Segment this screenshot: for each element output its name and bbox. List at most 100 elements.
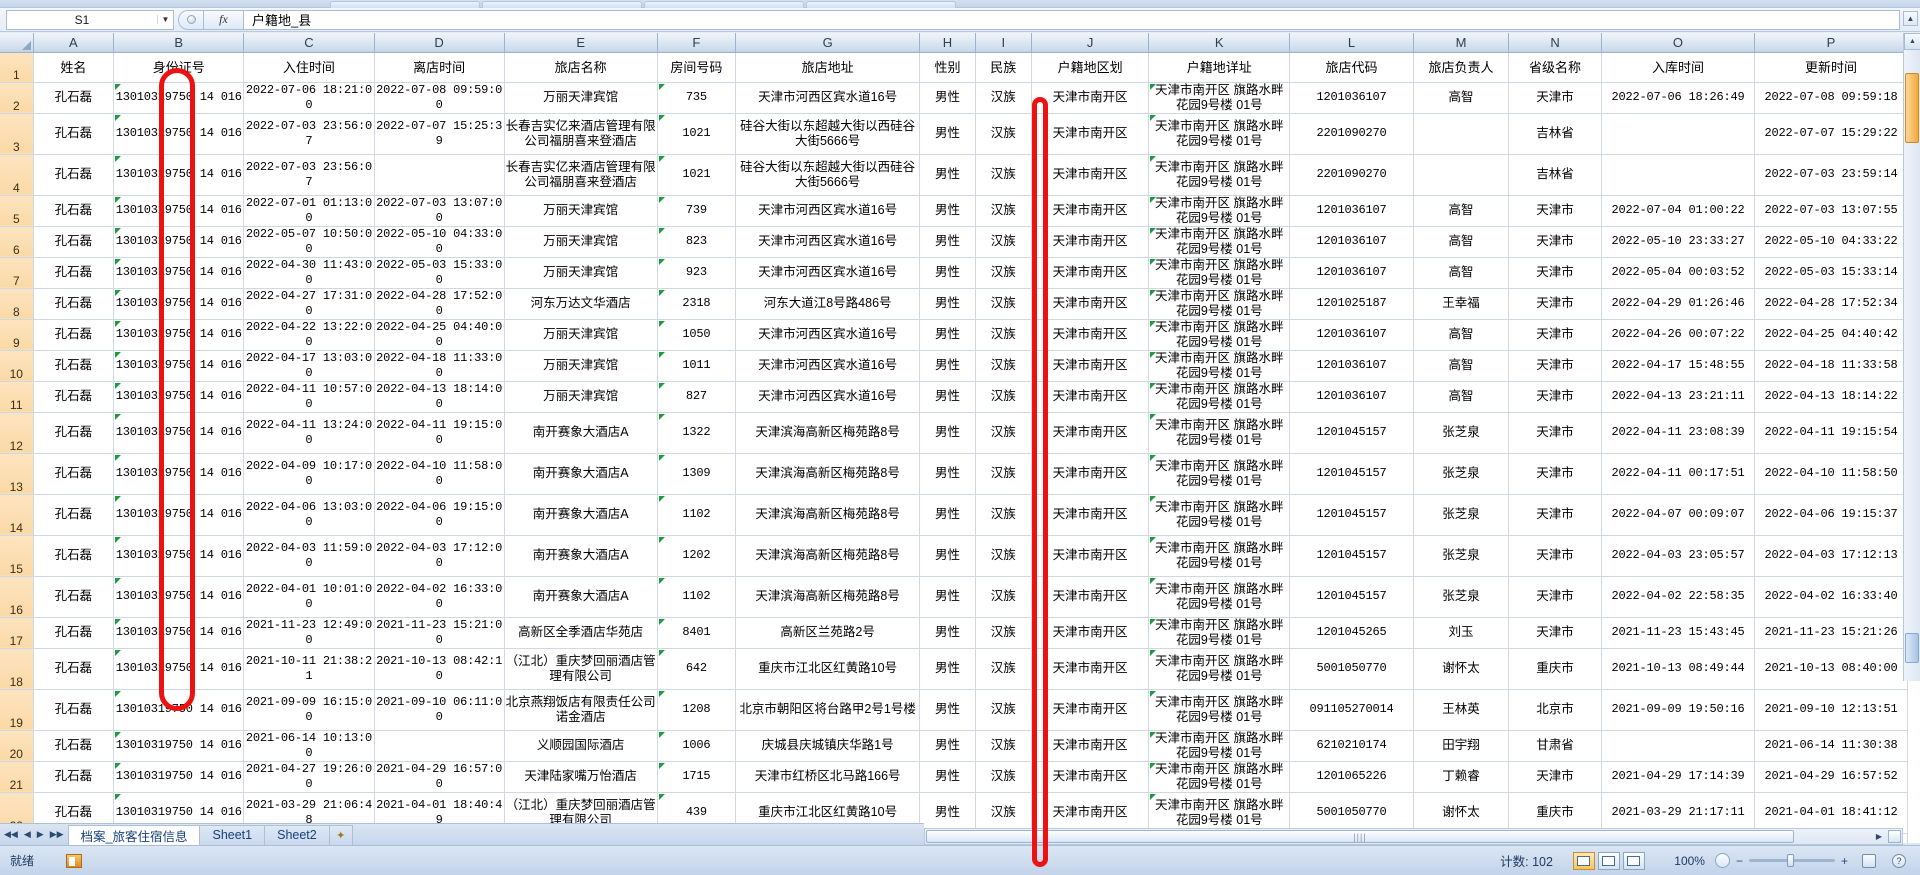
cell-roomno[interactable]: 1102	[657, 576, 737, 618]
cell-roomno[interactable]: 642	[657, 648, 737, 690]
cell-checkout[interactable]: 2022-04-28 17:52:00	[374, 288, 505, 320]
cell-updatetime[interactable]: 2022-04-10 11:58:50	[1754, 453, 1909, 495]
cell-hotelcode[interactable]: 6210210174	[1289, 730, 1414, 762]
cell-domicile-region[interactable]: 天津市南开区	[1031, 792, 1150, 834]
cell-gender[interactable]: 男性	[919, 730, 976, 762]
cell-manager[interactable]: 高智	[1413, 195, 1510, 227]
cell-province[interactable]: 天津市	[1508, 82, 1603, 114]
cell-hotelcode[interactable]: 1201045157	[1289, 494, 1414, 536]
cell-ethnic[interactable]: 汉族	[975, 576, 1032, 618]
cell-hotelname[interactable]: 河东万达文华酒店	[504, 288, 658, 320]
cell-gender[interactable]: 男性	[919, 453, 976, 495]
cell-hotelcode[interactable]: 2201090270	[1289, 113, 1414, 155]
sheet-tab-archive[interactable]: 档案_旅客住宿信息	[67, 824, 201, 845]
cell-name[interactable]: 孔石磊	[33, 226, 115, 258]
cell-gender[interactable]: 男性	[919, 154, 976, 196]
row-header-2[interactable]: 2	[0, 82, 34, 114]
cell-hotelname[interactable]: 南开赛象大酒店A	[504, 576, 658, 618]
row-header-13[interactable]: 13	[0, 453, 34, 495]
cell-name[interactable]: 孔石磊	[33, 761, 115, 793]
cell-updatetime[interactable]: 2022-07-03 23:59:14	[1754, 154, 1909, 196]
cell-domicile-region[interactable]: 天津市南开区	[1031, 689, 1150, 731]
header-cell-roomno[interactable]: 房间号码	[657, 52, 737, 83]
cell-importtime[interactable]	[1601, 730, 1755, 762]
ribbon-tab-2[interactable]	[482, 1, 642, 8]
cell-checkin[interactable]: 2022-04-06 13:03:00	[243, 494, 375, 536]
cell-gender[interactable]: 男性	[919, 195, 976, 227]
cell-idcard[interactable]: 13010319750 14 016	[113, 576, 245, 618]
cell-idcard[interactable]: 13010319750 14 016	[113, 761, 245, 793]
column-header-p[interactable]: P	[1754, 33, 1909, 53]
cell-domicile-address[interactable]: 天津市南开区 旗路水畔花园9号楼 01号	[1148, 113, 1290, 155]
cell-manager[interactable]: 高智	[1413, 350, 1510, 382]
table-row[interactable]: 15 孔石磊 13010319750 14 016 2022-04-03 11:59:…	[0, 535, 1909, 577]
cell-checkout[interactable]: 2021-04-29 16:57:00	[374, 761, 505, 793]
cell-manager[interactable]: 高智	[1413, 82, 1510, 114]
cell-checkout[interactable]: 2022-04-03 17:12:00	[374, 535, 505, 577]
cell-roomno[interactable]: 1102	[657, 494, 737, 536]
cell-checkout[interactable]: 2021-11-23 15:21:00	[374, 617, 505, 649]
zoom-in-icon[interactable]: +	[1840, 853, 1848, 868]
cell-hotelname[interactable]: 高新区全季酒店华苑店	[504, 617, 658, 649]
cell-idcard[interactable]: 13010319750 14 016	[113, 617, 245, 649]
cell-ethnic[interactable]: 汉族	[975, 381, 1032, 413]
cell-domicile-region[interactable]: 天津市南开区	[1031, 82, 1150, 114]
cell-hotelcode[interactable]: 1201065226	[1289, 761, 1414, 793]
cell-domicile-address[interactable]: 天津市南开区 旗路水畔花园9号楼 01号	[1148, 535, 1290, 577]
cell-hotelcode[interactable]: 1201036107	[1289, 350, 1414, 382]
cell-domicile-address[interactable]: 天津市南开区 旗路水畔花园9号楼 01号	[1148, 576, 1290, 618]
cell-province[interactable]: 天津市	[1508, 761, 1603, 793]
cell-hotelname[interactable]: 万丽天津宾馆	[504, 226, 658, 258]
cell-idcard[interactable]: 13010319750 14 016	[113, 226, 245, 258]
cell-checkout[interactable]: 2022-04-02 16:33:00	[374, 576, 505, 618]
cell-roomno[interactable]: 1208	[657, 689, 737, 731]
cell-manager[interactable]: 丁赖睿	[1413, 761, 1510, 793]
window-restore-icon[interactable]	[1862, 853, 1876, 868]
cell-domicile-region[interactable]: 天津市南开区	[1031, 154, 1150, 196]
horizontal-scrollbar[interactable]: |||| ▶	[924, 828, 1903, 845]
column-header-d[interactable]: D	[374, 33, 505, 53]
cell-roomno[interactable]: 1309	[657, 453, 737, 495]
cell-domicile-address[interactable]: 天津市南开区 旗路水畔花园9号楼 01号	[1148, 453, 1290, 495]
cell-province[interactable]: 甘肃省	[1508, 730, 1603, 762]
cell-province[interactable]: 吉林省	[1508, 113, 1603, 155]
cell-importtime[interactable]: 2022-04-26 00:07:22	[1601, 319, 1755, 351]
cell-name[interactable]: 孔石磊	[33, 494, 115, 536]
cell-updatetime[interactable]: 2021-04-01 18:41:12	[1754, 792, 1909, 834]
cell-updatetime[interactable]: 2022-07-08 09:59:18	[1754, 82, 1909, 114]
cell-updatetime[interactable]: 2022-07-07 15:29:22	[1754, 113, 1909, 155]
cell-domicile-region[interactable]: 天津市南开区	[1031, 350, 1150, 382]
page-layout-view-icon[interactable]	[1597, 851, 1620, 870]
cell-idcard[interactable]: 13010319750 14 016	[113, 730, 245, 762]
vertical-scrollbar[interactable]: ▲	[1903, 33, 1920, 681]
cell-domicile-region[interactable]: 天津市南开区	[1031, 381, 1150, 413]
row-header-16[interactable]: 16	[0, 576, 34, 618]
table-row[interactable]: 12 孔石磊 13010319750 14 016 2022-04-11 13:24:…	[0, 412, 1909, 454]
cell-ethnic[interactable]: 汉族	[975, 792, 1032, 834]
cell-gender[interactable]: 男性	[919, 350, 976, 382]
table-row[interactable]: 20 孔石磊 13010319750 14 016 2021-06-14 10:13:…	[0, 730, 1909, 762]
column-header-e[interactable]: E	[504, 33, 658, 53]
cell-checkin[interactable]: 2022-07-03 23:56:07	[243, 113, 375, 155]
row-header-11[interactable]: 11	[0, 381, 34, 413]
cell-hotelname[interactable]: 天津陆家嘴万怡酒店	[504, 761, 658, 793]
cell-name[interactable]: 孔石磊	[33, 730, 115, 762]
cell-updatetime[interactable]: 2022-04-13 18:14:22	[1754, 381, 1909, 413]
cell-checkin[interactable]: 2021-10-11 21:38:21	[243, 648, 375, 690]
cell-ethnic[interactable]: 汉族	[975, 494, 1032, 536]
cell-checkout[interactable]: 2021-10-13 08:42:10	[374, 648, 505, 690]
normal-view-icon[interactable]	[1572, 851, 1595, 870]
zoom-reset-icon[interactable]	[1714, 853, 1730, 868]
cell-ethnic[interactable]: 汉族	[975, 350, 1032, 382]
cell-manager[interactable]: 高智	[1413, 257, 1510, 289]
cell-gender[interactable]: 男性	[919, 617, 976, 649]
cell-province[interactable]: 北京市	[1508, 689, 1603, 731]
cell-hotelcode[interactable]: 5001050770	[1289, 792, 1414, 834]
row-header-3[interactable]: 3	[0, 113, 34, 155]
header-cell-checkout[interactable]: 离店时间	[374, 52, 505, 83]
cell-gender[interactable]: 男性	[919, 689, 976, 731]
cell-updatetime[interactable]: 2022-04-02 16:33:40	[1754, 576, 1909, 618]
cell-hoteladdr[interactable]: 硅谷大街以东超越大街以西硅谷大街5666号	[735, 154, 921, 196]
cell-ethnic[interactable]: 汉族	[975, 617, 1032, 649]
cell-checkout[interactable]: 2022-04-18 11:33:00	[374, 350, 505, 382]
